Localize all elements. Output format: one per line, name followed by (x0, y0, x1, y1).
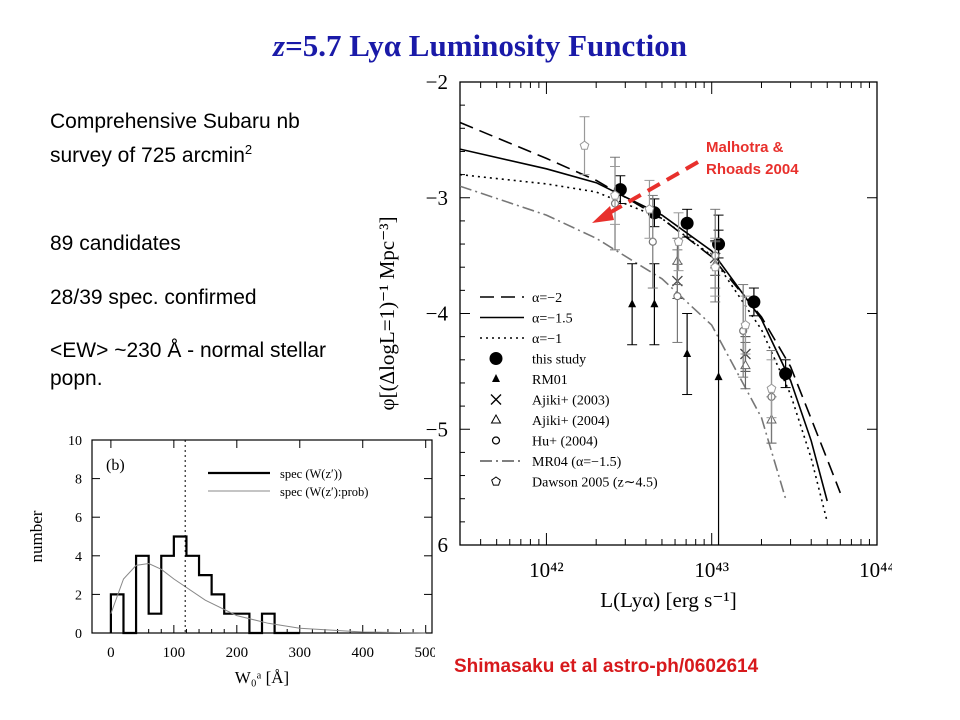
legend-label-4: RM01 (532, 373, 568, 388)
point-0-4 (747, 295, 761, 309)
annotation-arrow-head (592, 206, 614, 223)
point-5-0 (579, 140, 590, 150)
hist-legend-label-1: spec (W(z′)) (280, 467, 342, 481)
y-axis-label: φ[(ΔlogL=1)⁻¹ Mpc⁻³] (375, 216, 399, 410)
hist-y-tick-label: 6 (75, 511, 82, 526)
annotation-line2: Rhoads 2004 (706, 161, 799, 178)
annotation-arrow-shaft (603, 160, 699, 218)
title-z: z (273, 28, 286, 63)
legend-label-7: Hu+ (2004) (532, 435, 598, 450)
point-1-0 (628, 299, 637, 308)
bullet-survey-text: Comprehensive Subaru nb survey of 725 ar… (50, 110, 300, 167)
annotation-malhotra: Malhotra & Rhoads 2004 (706, 137, 799, 181)
point-5-6 (766, 383, 777, 393)
annotation-line1: Malhotra & (706, 139, 784, 156)
citation: Shimasaku et al astro-ph/0602614 (454, 656, 759, 677)
annotation-arrow (592, 160, 699, 223)
hist-y-label: number (30, 510, 46, 562)
curve-4 (460, 185, 787, 499)
y-tick-label: 6 (438, 533, 449, 557)
hist-legend-label-2: spec (W(z′):prob) (280, 485, 368, 499)
hist-x-tick-label: 400 (351, 645, 374, 661)
legend-marker-5-b (490, 394, 502, 405)
x-tick-label: 10⁴³ (694, 558, 729, 582)
x-tick-label: 10⁴² (529, 558, 564, 582)
point-1-1 (650, 299, 659, 308)
legend-label-3: this study (532, 353, 586, 368)
title-suffix: Luminosity Function (401, 28, 687, 63)
x-tick-label: 10⁴⁴ (859, 558, 892, 582)
hist-y-tick-label: 4 (75, 550, 82, 565)
luminosity-function-chart: −2 −3 −4 −5 6 10⁴² 10⁴³ 10⁴⁴ L(Lyα) [erg s⁻¹] φ[(… (375, 70, 892, 612)
point-0-2 (680, 216, 694, 230)
hist-frame (91, 439, 433, 634)
point-1-3 (714, 372, 723, 381)
legend-marker-4 (492, 374, 500, 382)
y-tick-label: −4 (426, 302, 449, 326)
curve-2 (460, 148, 828, 502)
bullet-survey: Comprehensive Subaru nb survey of 725 ar… (50, 108, 350, 170)
hist-x-label: W₀ᵃ [Å] (235, 668, 289, 687)
title-alpha: α (383, 28, 402, 63)
y-tick-label: −2 (426, 70, 448, 94)
legend-marker-3 (489, 352, 503, 365)
x-axis-label: L(Lyα) [erg s⁻¹] (600, 588, 736, 612)
legend-label-9: Dawson 2005 (z∼4.5) (532, 476, 658, 491)
hist-x-tick-label: 500 (414, 645, 435, 661)
point-3-2 (740, 359, 751, 370)
title-text: =5.7 Ly (285, 28, 384, 63)
point-1-2 (683, 349, 692, 358)
hist-prob-curve (110, 562, 426, 634)
point-5-1 (610, 190, 620, 200)
hist-x-tick-label: 200 (226, 645, 249, 661)
hist-x-tick-label: 300 (289, 645, 312, 661)
y-tick-label: −5 (426, 417, 448, 441)
hist-x-tick-label: 0 (107, 645, 115, 661)
hist-y-tick-label: 10 (68, 434, 82, 449)
legend-label-6: Ajiki+ (2004) (532, 414, 610, 429)
legend-label-2: α=−1 (532, 332, 562, 347)
point-5-2 (644, 204, 655, 214)
legend-marker-6 (490, 413, 502, 424)
hist-y-tick-label: 8 (75, 473, 82, 488)
legend-label-0: α=−2 (532, 291, 562, 306)
legend-marker-7 (491, 436, 501, 445)
point-5-3 (673, 236, 684, 246)
point-4-2 (673, 292, 682, 301)
y-tick-label: −3 (426, 186, 448, 210)
hist-y-tick-label: 2 (75, 588, 82, 603)
bullet-confirmed: 28/39 spec. confirmed (50, 286, 257, 309)
point-5-5 (740, 319, 751, 330)
legend-label-5: Ajiki+ (2003) (532, 394, 610, 409)
point-5-4 (710, 262, 721, 272)
bullet-candidates: 89 candidates (50, 232, 181, 255)
bullet-ew: <EW> ~230 Å - normal stellar popn. (50, 339, 327, 390)
hist-x-tick-label: 100 (163, 645, 186, 661)
hist-step-series (109, 535, 300, 635)
point-0-5 (779, 367, 793, 381)
legend-label-8: MR04 (α=−1.5) (532, 455, 622, 470)
bullet-survey-sup: 2 (244, 142, 253, 157)
slide-title: z=5.7 Lyα Luminosity Function (0, 28, 960, 64)
hist-y-tick-label: 0 (75, 627, 82, 642)
legend-marker-9 (491, 476, 501, 486)
hist-panel-label: (b) (106, 457, 125, 474)
legend-label-1: α=−1.5 (532, 312, 573, 327)
